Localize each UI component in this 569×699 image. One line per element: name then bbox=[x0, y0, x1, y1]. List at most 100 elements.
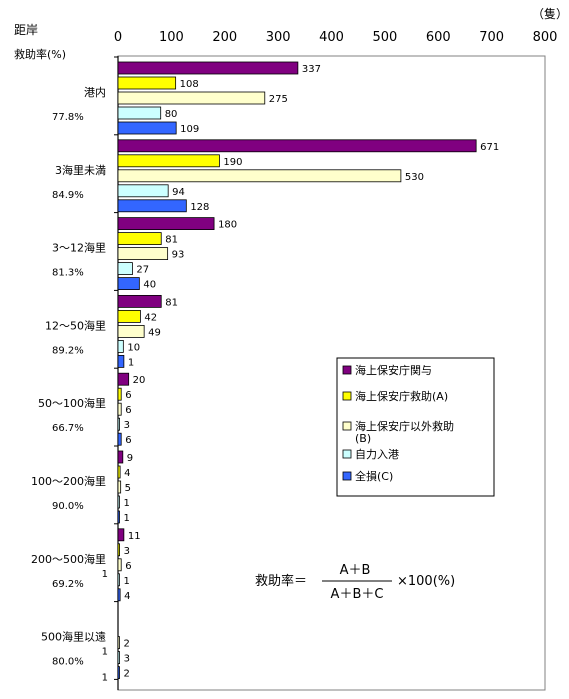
legend-swatch bbox=[342, 421, 352, 431]
unit-label: （隻） bbox=[532, 6, 568, 21]
category-rate: 77.8% bbox=[52, 112, 84, 123]
bar-value-label: 1 bbox=[124, 513, 130, 524]
bar bbox=[117, 432, 122, 446]
category-label: 3海里未満 bbox=[55, 163, 106, 177]
formula-lhs: 救助率＝ bbox=[255, 573, 307, 589]
bar-value-label: 5 bbox=[125, 483, 131, 494]
category-rate: 66.7% bbox=[52, 423, 84, 434]
category-rate: 80.0% bbox=[52, 657, 84, 668]
bar-value-label: 6 bbox=[125, 390, 131, 401]
extra-value-label: 1 bbox=[102, 647, 108, 658]
bar bbox=[117, 169, 402, 183]
bar-value-label: 337 bbox=[302, 64, 321, 75]
category-rate: 84.9% bbox=[52, 190, 84, 201]
bar bbox=[117, 573, 120, 587]
category-label: 3～12海里 bbox=[52, 241, 106, 255]
bar bbox=[117, 247, 169, 261]
bar-value-label: 4 bbox=[124, 468, 130, 479]
bar-value-label: 128 bbox=[190, 202, 209, 213]
bar bbox=[117, 372, 130, 386]
x-tick-label: 100 bbox=[159, 30, 184, 45]
category-rate: 90.0% bbox=[52, 501, 84, 512]
x-tick-label: 300 bbox=[266, 30, 291, 45]
category-label: 12～50海里 bbox=[45, 318, 106, 332]
bar bbox=[117, 558, 122, 572]
bar bbox=[117, 495, 120, 509]
bar-value-label: 1 bbox=[124, 498, 130, 509]
bar-value-label: 530 bbox=[405, 172, 424, 183]
legend-swatch bbox=[342, 449, 352, 459]
x-tick-label: 200 bbox=[212, 30, 237, 45]
category-rate: 81.3% bbox=[52, 268, 84, 279]
bar-value-label: 27 bbox=[136, 265, 149, 276]
bar bbox=[117, 121, 177, 135]
legend-label: 自力入港 bbox=[355, 448, 399, 461]
bar-value-label: 49 bbox=[148, 327, 161, 338]
bar-value-label: 3 bbox=[124, 420, 130, 431]
extra-value-label: 1 bbox=[102, 673, 108, 684]
legend-box bbox=[336, 357, 495, 497]
bar bbox=[117, 666, 120, 679]
bar bbox=[117, 106, 162, 120]
bar bbox=[117, 324, 145, 338]
formula-denominator: A＋B＋C bbox=[331, 587, 384, 602]
bar-value-label: 9 bbox=[127, 453, 133, 464]
bar-value-label: 80 bbox=[165, 109, 178, 120]
bar-value-label: 11 bbox=[128, 531, 141, 542]
bar bbox=[117, 184, 169, 198]
bar-value-label: 275 bbox=[269, 94, 288, 105]
bar-value-label: 81 bbox=[165, 235, 178, 246]
bar bbox=[117, 262, 133, 276]
y-header-rate: 救助率(%) bbox=[14, 47, 66, 61]
category-label: 港内 bbox=[84, 85, 106, 99]
bar bbox=[117, 480, 122, 494]
bar bbox=[117, 636, 120, 649]
bar bbox=[117, 232, 162, 246]
bar-value-label: 42 bbox=[144, 312, 157, 323]
bar-value-label: 40 bbox=[143, 280, 156, 291]
bar bbox=[117, 510, 120, 524]
category-rate: 69.2% bbox=[52, 579, 84, 590]
category-label: 500海里以遠 bbox=[41, 630, 106, 644]
bar bbox=[117, 217, 215, 231]
bar-value-label: 6 bbox=[125, 561, 131, 572]
bar bbox=[117, 154, 220, 168]
bar-value-label: 108 bbox=[180, 79, 199, 90]
legend-label: 海上保安庁以外救助 bbox=[355, 419, 454, 433]
x-tick-label: 0 bbox=[114, 30, 122, 45]
bar-value-label: 2 bbox=[124, 639, 130, 650]
legend-swatch bbox=[342, 365, 352, 375]
bar-value-label: 1 bbox=[124, 576, 130, 587]
bar bbox=[117, 450, 124, 464]
bar bbox=[117, 543, 121, 557]
bar-value-label: 10 bbox=[127, 342, 140, 353]
bar-value-label: 94 bbox=[172, 187, 185, 198]
bar bbox=[117, 402, 122, 416]
x-tick-label: 600 bbox=[426, 30, 451, 45]
x-tick-label: 500 bbox=[372, 30, 397, 45]
bar bbox=[117, 354, 125, 368]
bar bbox=[117, 199, 187, 213]
category-label: 200～500海里 bbox=[31, 552, 106, 566]
legend-label-cont: (B) bbox=[355, 432, 371, 445]
bar bbox=[117, 417, 121, 431]
x-tick-label: 700 bbox=[479, 30, 504, 45]
bar-value-label: 109 bbox=[180, 124, 199, 135]
legend-label: 海上保安庁関与 bbox=[355, 363, 432, 377]
bars-layer: 3376711808120911108190814264327553093496… bbox=[102, 61, 499, 684]
bar-value-label: 190 bbox=[223, 157, 242, 168]
legend-label: 海上保安庁救助(A) bbox=[355, 389, 448, 403]
bar-value-label: 4 bbox=[124, 591, 130, 602]
formula: 救助率＝ A＋B A＋B＋C ×100(%) bbox=[255, 563, 455, 602]
bar bbox=[117, 91, 266, 105]
bar-value-label: 671 bbox=[480, 142, 499, 153]
bar bbox=[117, 139, 477, 153]
bar-value-label: 6 bbox=[125, 435, 131, 446]
bar bbox=[117, 61, 299, 75]
bar bbox=[117, 387, 122, 401]
formula-rhs: ×100(%) bbox=[397, 574, 455, 589]
bar bbox=[117, 528, 125, 542]
